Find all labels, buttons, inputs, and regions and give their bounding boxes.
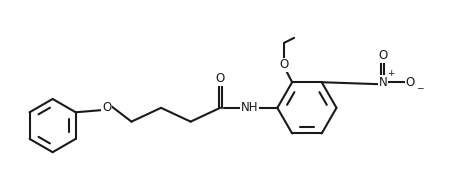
Text: O: O: [102, 101, 111, 114]
Text: −: −: [417, 84, 424, 93]
Text: N: N: [378, 76, 387, 89]
Text: +: +: [387, 69, 395, 78]
Text: NH: NH: [241, 101, 259, 114]
Text: O: O: [280, 58, 289, 71]
Text: O: O: [216, 72, 225, 85]
Text: O: O: [378, 49, 387, 62]
Text: O: O: [406, 76, 415, 89]
